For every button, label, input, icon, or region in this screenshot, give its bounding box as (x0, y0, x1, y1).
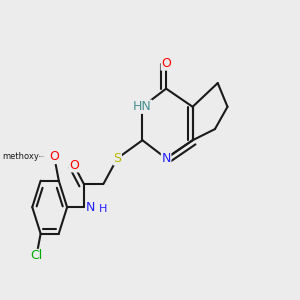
Text: O: O (69, 159, 79, 172)
Text: Cl: Cl (30, 250, 43, 262)
Text: HN: HN (133, 100, 152, 113)
Text: N: N (161, 152, 171, 165)
Text: H: H (99, 204, 108, 214)
Text: S: S (113, 152, 121, 165)
Text: O: O (50, 151, 59, 164)
Text: methoxy: methoxy (2, 152, 39, 161)
Text: methoxy: methoxy (39, 156, 46, 157)
Text: N: N (86, 201, 95, 214)
Text: O: O (161, 57, 171, 70)
